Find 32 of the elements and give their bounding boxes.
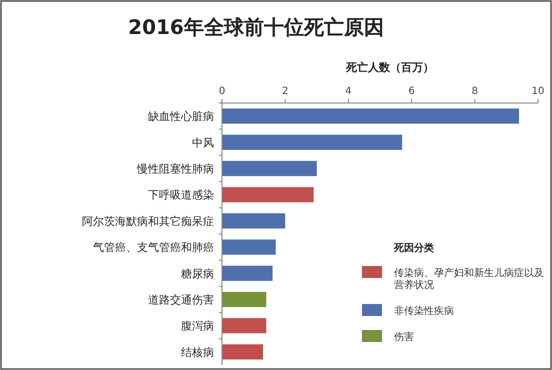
bar — [222, 240, 276, 255]
y-tick-label: 气管癌、支气管癌和肺癌 — [93, 241, 214, 254]
x-tick-label: 4 — [345, 86, 352, 97]
legend-label: 非传染性疾病 — [394, 305, 454, 317]
y-tick-label: 腹泻病 — [181, 320, 214, 333]
x-tick-label: 8 — [472, 86, 478, 97]
x-tick-label: 6 — [408, 86, 415, 97]
bar — [222, 108, 520, 124]
bar — [222, 266, 273, 281]
x-tick-label: 0 — [218, 86, 226, 97]
y-tick-label: 阿尔茨海默病和其它痴呆症 — [82, 214, 214, 228]
y-tick-label: 道路交通伤害 — [148, 294, 214, 306]
y-tick-label: 慢性阻塞性肺病 — [136, 162, 214, 176]
bar — [222, 292, 266, 308]
y-tick-label: 糖尿病 — [181, 267, 214, 280]
x-tick-label: 10 — [532, 86, 544, 97]
bar — [222, 160, 317, 176]
bar — [222, 213, 286, 228]
y-tick-label: 中风 — [192, 136, 214, 150]
bar — [222, 318, 266, 334]
y-tick-label: 结核病 — [181, 346, 214, 359]
chart-title: 2016年全球前十位死亡原因 — [128, 15, 384, 39]
x-axis-title: 死亡人数（百万） — [345, 61, 434, 74]
bar — [222, 344, 264, 360]
legend-label: 伤害 — [394, 331, 414, 343]
bar — [222, 134, 402, 150]
y-tick-label: 下呼吸道感染 — [148, 188, 214, 202]
x-tick-label: 2 — [282, 86, 288, 97]
y-tick-label: 缺血性心脏病 — [148, 110, 214, 124]
legend-label: 传染病、孕产妇和新生儿病症以及营养状况 — [394, 267, 544, 291]
legend-title: 死因分类 — [393, 242, 434, 254]
bar — [222, 187, 314, 202]
